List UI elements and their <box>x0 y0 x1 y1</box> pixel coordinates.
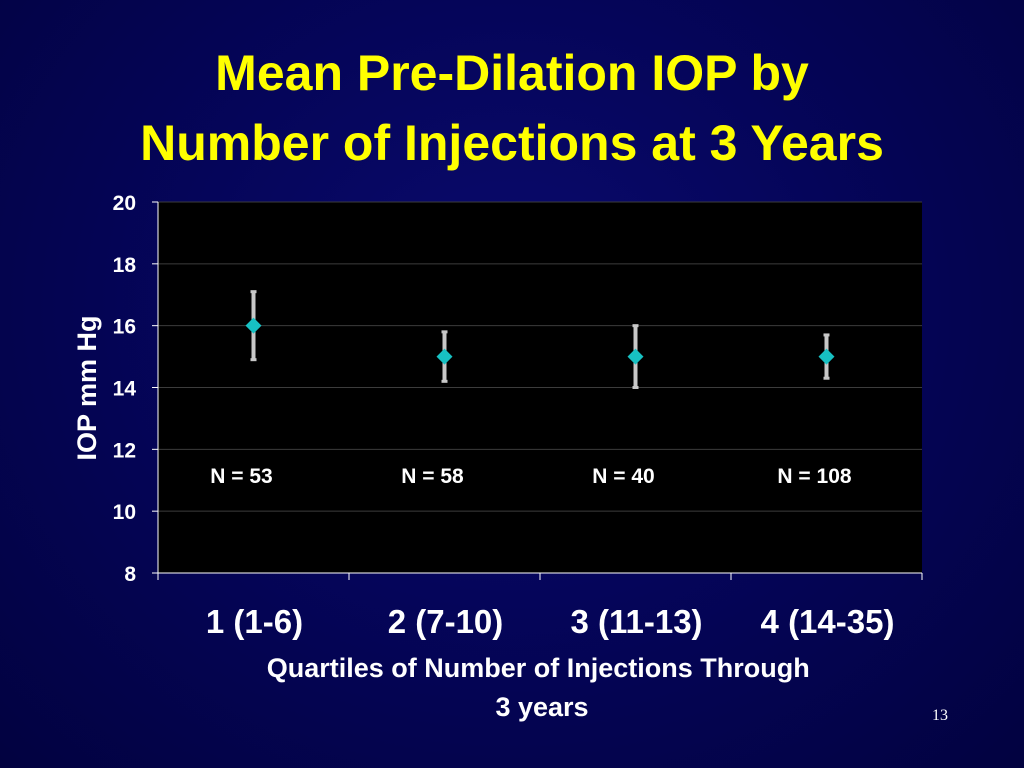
n-annotation: N = 40 <box>592 465 654 488</box>
slide-title-line-2: Number of Injections at 3 Years <box>140 115 884 171</box>
y-tick-label: 8 <box>124 563 136 586</box>
x-category-label: 1 (1-6) <box>206 603 303 640</box>
slide-title-line-1: Mean Pre-Dilation IOP by <box>215 45 809 101</box>
slide-number: 13 <box>932 707 948 724</box>
gridlines <box>158 201 922 512</box>
y-axis-label: IOP mm Hg <box>72 315 102 460</box>
x-axis-label-line-2: 3 years <box>495 692 588 722</box>
x-category-label: 4 (14-35) <box>761 603 895 640</box>
n-annotation: N = 58 <box>401 465 464 488</box>
x-axis-label-line-1: Quartiles of Number of Injections Throug… <box>267 653 810 683</box>
x-category-labels: 1 (1-6) 2 (7-10) 3 (11-13) 4 (14-35) <box>206 603 895 640</box>
data-point <box>245 317 262 334</box>
n-annotation: N = 53 <box>210 465 272 488</box>
x-axis-label: Quartiles of Number of Injections Throug… <box>267 653 818 722</box>
n-annotation: N = 108 <box>777 465 851 488</box>
x-category-label: 2 (7-10) <box>388 603 504 640</box>
y-tick-label: 18 <box>113 254 137 277</box>
slide-title: Mean Pre-Dilation IOP by Number of Injec… <box>0 38 1024 178</box>
n-annotations: N = 53 N = 58 N = 40 N = 108 <box>210 465 852 488</box>
y-tick-label: 14 <box>113 378 137 401</box>
data-point <box>818 348 835 365</box>
y-tick-label: 10 <box>113 501 136 524</box>
y-tick-label: 16 <box>113 316 136 339</box>
y-tick-labels: 20 18 16 14 12 10 8 <box>113 192 137 586</box>
data-point <box>627 348 644 365</box>
x-category-label: 3 (11-13) <box>570 603 702 640</box>
data-point <box>436 348 453 365</box>
axes <box>152 201 923 580</box>
y-tick-label: 20 <box>113 192 136 215</box>
data-points <box>245 317 835 365</box>
y-tick-label: 12 <box>113 439 136 462</box>
